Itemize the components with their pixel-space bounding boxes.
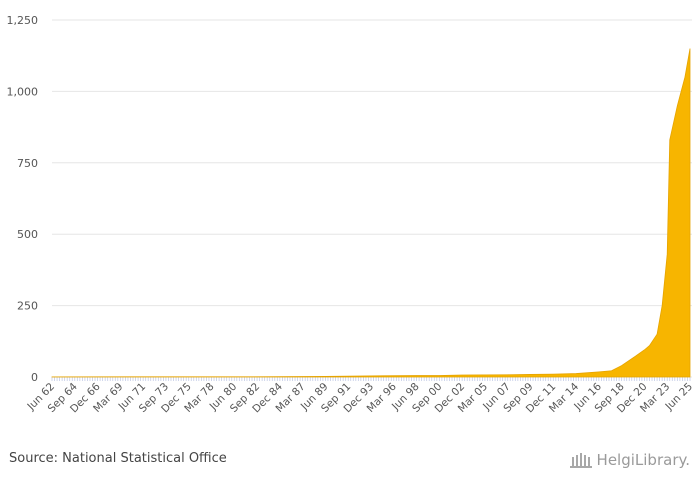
- y-tick-label: 250: [17, 300, 38, 313]
- y-tick-label: 1,250: [7, 14, 39, 27]
- y-tick-label: 1,000: [7, 85, 39, 98]
- helgi-library-logo: HelgiLibrary.: [569, 448, 690, 472]
- series-area-layer: [51, 48, 691, 378]
- series-area: [51, 48, 691, 378]
- y-axis-tick-labels: 0 250 500 750 1,000 1,250: [7, 14, 39, 384]
- x-minor-ticks: [51, 377, 691, 381]
- y-tick-label: 0: [31, 371, 38, 384]
- source-note: Source: National Statistical Office: [9, 451, 227, 466]
- y-tick-label: 500: [17, 228, 38, 241]
- y-tick-label: 750: [17, 157, 38, 170]
- grid-lines: [52, 19, 692, 378]
- library-building-icon: [569, 453, 592, 468]
- logo-text: HelgiLibrary.: [596, 451, 690, 469]
- chart-footer: Source: National Statistical Office Helg…: [0, 440, 700, 483]
